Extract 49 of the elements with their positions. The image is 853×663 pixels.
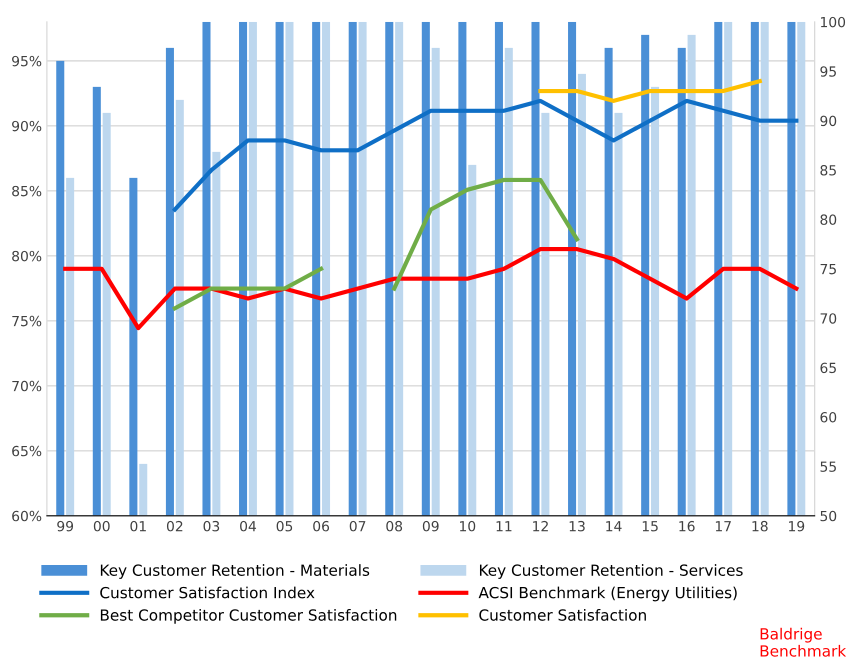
legend-label: Customer Satisfaction	[479, 608, 646, 621]
y2-tick-label: 80	[820, 214, 836, 225]
x-tick-label: 13	[570, 520, 585, 532]
y-tick-label: 95%	[12, 56, 42, 66]
x-tick-label: 19	[789, 520, 804, 532]
y2-tick-label: 50	[820, 510, 836, 522]
legend-label: Best Competitor Customer Satisfaction	[100, 608, 396, 624]
x-tick-label: 15	[642, 521, 658, 532]
line-series	[172, 98, 798, 212]
text: Baldrige Benchmark	[760, 628, 846, 657]
x-tick-label: 18	[752, 520, 768, 532]
x-tick-label: 12	[533, 520, 548, 532]
y2-tick-label: 75	[820, 264, 836, 274]
y-tick-label: 75%	[12, 316, 42, 326]
y2-tick-label: 100	[821, 16, 846, 28]
y-tick-label: 60%	[12, 510, 42, 522]
x-tick-label: 00	[94, 520, 110, 532]
y2-tick-label: 70	[820, 313, 836, 324]
x-tick-label: 14	[606, 521, 622, 532]
legend-label: Key Customer Retention - Materials	[100, 564, 370, 579]
legend-label: Key Customer Retention - Services	[480, 564, 743, 579]
x-tick-label: 10	[460, 520, 476, 532]
legend-label: Customer Satisfaction Index	[100, 586, 315, 598]
x-tick-label: 99	[57, 520, 74, 532]
legend-label: ACSI Benchmark (Energy Utilities)	[478, 586, 737, 602]
x-tick-label: 16	[679, 520, 695, 532]
y-tick-label: 65%	[12, 446, 42, 456]
x-tick-label: 04	[240, 520, 256, 532]
y-tick-label: 90%	[12, 120, 42, 132]
y-tick-label: 70%	[12, 380, 42, 392]
y2-tick-label: 65	[820, 362, 836, 374]
y2-tick-label: 55	[820, 462, 836, 472]
x-tick-label: 11	[496, 521, 512, 532]
y-tick-label: 80%	[12, 250, 42, 262]
x-tick-label: 01	[130, 520, 146, 532]
x-tick-label: 05	[276, 520, 292, 532]
x-tick-label: 09	[422, 520, 439, 532]
y2-tick-label: 60	[820, 412, 836, 422]
y2-tick-label: 90	[820, 116, 836, 126]
x-tick-label: 07	[350, 520, 366, 532]
x-tick-label: 06	[313, 520, 330, 532]
line-series	[63, 247, 798, 330]
x-tick-label: 17	[716, 521, 731, 532]
y2-tick-label: 85	[820, 165, 836, 176]
y-tick-label: 85%	[12, 186, 42, 196]
y2-tick-label: 95	[820, 66, 836, 77]
x-tick-label: 02	[166, 520, 182, 532]
x-tick-label: 03	[204, 520, 220, 532]
x-tick-label: 08	[386, 520, 402, 532]
